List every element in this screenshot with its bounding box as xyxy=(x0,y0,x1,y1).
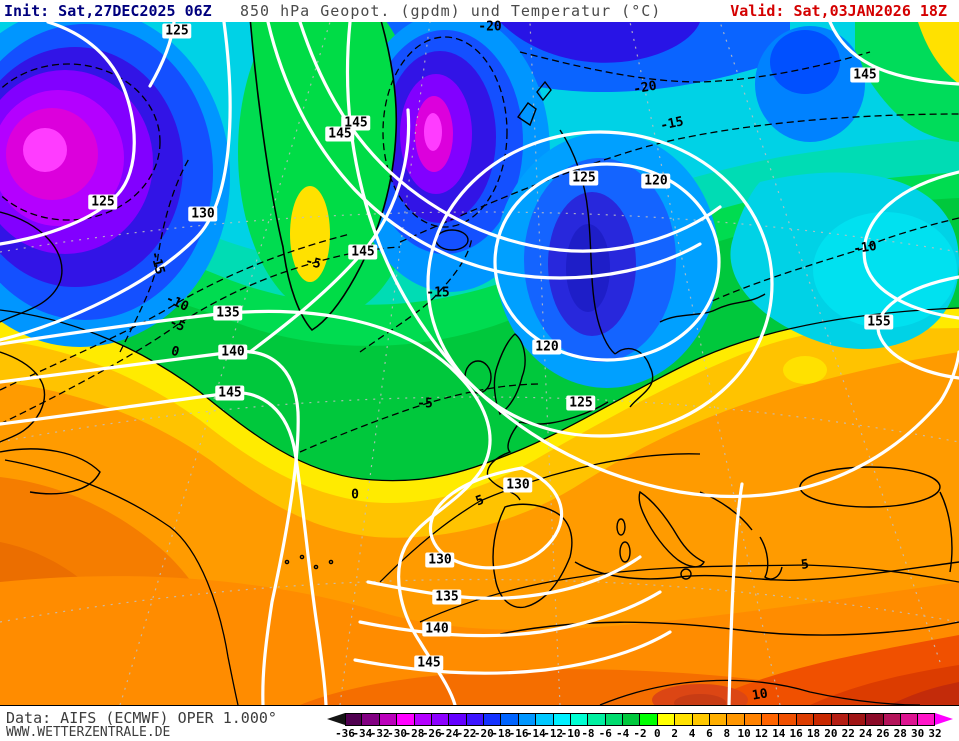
colorbar-cell xyxy=(449,713,467,726)
chart-title: 850 hPa Geopot. (gpdm) und Temperatur (°… xyxy=(240,2,662,20)
colorbar-tick-label: 32 xyxy=(928,727,942,740)
header-bar: Init: Sat,27DEC2025 06Z 850 hPa Geopot. … xyxy=(0,0,959,22)
data-source-text: Data: AIFS (ECMWF) OPER 1.000° xyxy=(6,709,277,727)
colorbar-tick-label: 8 xyxy=(723,727,731,740)
colorbar-cell xyxy=(484,713,502,726)
colorbar-tick-label: 14 xyxy=(772,727,786,740)
colorbar-tick-label: 4 xyxy=(688,727,696,740)
colorbar-cell xyxy=(883,713,901,726)
colorbar-tick-label: 18 xyxy=(806,727,821,740)
footer-bar: Data: AIFS (ECMWF) OPER 1.000° WWW.WETTE… xyxy=(0,705,959,741)
colorbar-tick-label: 12 xyxy=(754,727,769,740)
colorbar-cell xyxy=(536,713,554,726)
colorbar-cell xyxy=(762,713,780,726)
colorbar-cell xyxy=(518,713,537,726)
colorbar-tick-label: -14 xyxy=(525,727,546,740)
colorbar-cell xyxy=(570,713,589,726)
colorbar-cell xyxy=(727,713,745,726)
colorbar-tick-label: -20 xyxy=(473,727,494,740)
temperature-colorbar xyxy=(345,713,935,726)
colorbar-cell xyxy=(362,713,380,726)
colorbar-cell xyxy=(692,713,710,726)
colorbar-cell xyxy=(588,713,606,726)
init-timestamp: Init: Sat,27DEC2025 06Z xyxy=(4,2,212,20)
website-text: WWW.WETTERZENTRALE.DE xyxy=(6,725,171,740)
colorbar-cell xyxy=(397,713,415,726)
colorbar-tick-label: 16 xyxy=(789,727,803,740)
colorbar-cell xyxy=(831,713,849,726)
valid-timestamp: Valid: Sat,03JAN2026 18Z xyxy=(730,2,947,20)
map-canvas xyxy=(0,22,959,705)
colorbar-cell xyxy=(814,713,832,726)
colorbar-tick-label: -32 xyxy=(369,727,390,740)
colorbar-cell xyxy=(605,713,623,726)
colorbar-tick-label: -26 xyxy=(421,727,442,740)
colorbar-cell xyxy=(640,713,658,726)
colorbar-tick-label: 22 xyxy=(841,727,855,740)
colorbar-cell xyxy=(414,713,432,726)
colorbar-tick-label: 2 xyxy=(671,727,679,740)
colorbar-tick-label: -36 xyxy=(335,727,355,740)
colorbar-cell xyxy=(901,713,919,726)
colorbar-cell xyxy=(501,713,519,726)
colorbar-cell xyxy=(675,713,693,726)
colorbar-cell xyxy=(866,713,884,726)
colorbar-tick-label: 28 xyxy=(893,727,907,740)
colorbar-cell xyxy=(431,713,450,726)
colorbar-cell xyxy=(466,713,484,726)
colorbar-tick-label: 6 xyxy=(706,727,713,740)
colorbar-cell xyxy=(657,713,676,726)
colorbar-cell xyxy=(623,713,641,726)
colorbar-tick-label: 30 xyxy=(911,727,925,740)
colorbar-cell xyxy=(918,713,935,726)
colorbar-tick-label: -8 xyxy=(581,727,595,740)
colorbar-tick-label: -4 xyxy=(616,727,630,740)
colorbar-cell xyxy=(848,713,867,726)
colorbar-cell xyxy=(553,713,571,726)
colorbar-tick-label: -24 xyxy=(439,727,460,740)
colorbar-cell xyxy=(779,713,797,726)
colorbar-tick-label: -22 xyxy=(456,727,477,740)
weather-map: -20 -20 -15 -15 -10 -5 0 -5 -15 -10 -5 0 5 5 10 125 145… xyxy=(0,21,959,705)
colorbar-tick-label: 0 xyxy=(654,727,661,740)
colorbar-tick-label: 24 xyxy=(858,727,873,740)
colorbar-tick-label: 26 xyxy=(876,727,890,740)
colorbar-tick-label: -30 xyxy=(387,727,407,740)
colorbar-labels: -36 -34 -32 -30 -28 -26 -24 -22 -20 -18 -16 -14 -12-… xyxy=(335,727,942,740)
colorbar-tick-label: 10 xyxy=(737,727,751,740)
colorbar-cell xyxy=(379,713,398,726)
colorbar-tick-label: -10 xyxy=(560,727,581,740)
colorbar-tick-label: -34 xyxy=(352,727,373,740)
colorbar-tick-label: 20 xyxy=(824,727,838,740)
colorbar-cell xyxy=(345,713,363,726)
colorbar-tick-label: -6 xyxy=(598,727,612,740)
colorbar-cell xyxy=(709,713,728,726)
colorbar-cell xyxy=(796,713,815,726)
colorbar-tick-label: -18 xyxy=(491,727,512,740)
colorbar-tick-label: -2 xyxy=(633,727,647,740)
colorbar-cell xyxy=(744,713,762,726)
colorbar-right-arrow xyxy=(935,713,953,725)
colorbar-tick-label: -28 xyxy=(404,727,425,740)
colorbar-tick-label: -16 xyxy=(508,727,529,740)
colorbar-left-arrow xyxy=(327,713,345,725)
colorbar-tick-label: -12 xyxy=(543,727,564,740)
